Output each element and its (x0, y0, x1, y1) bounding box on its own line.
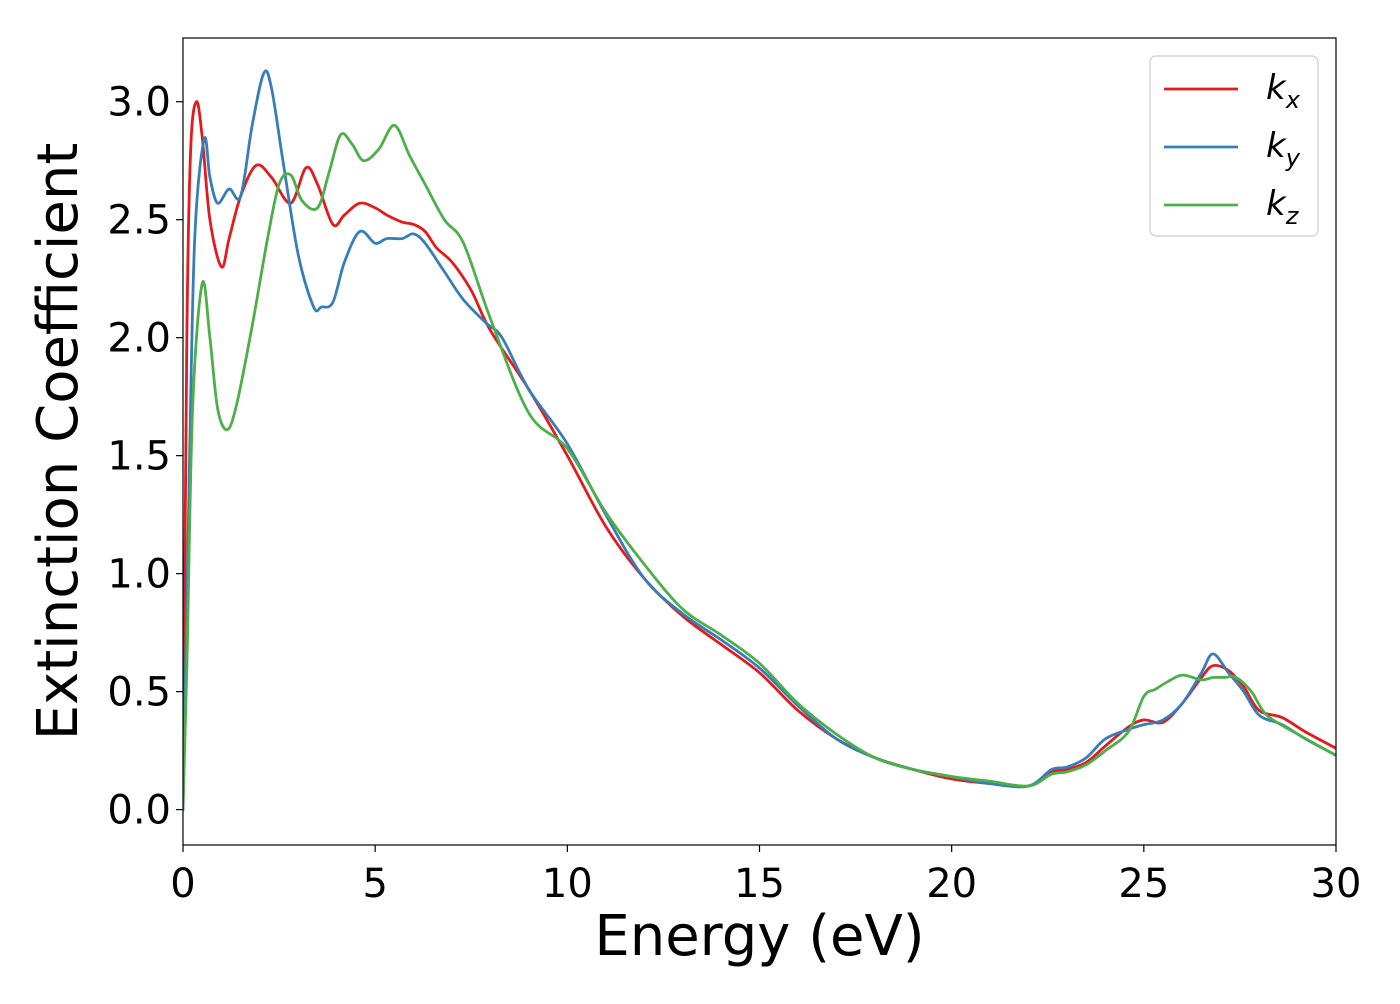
y-tick-label: 3.0 (107, 80, 171, 126)
y-tick-label: 0.5 (107, 670, 171, 716)
plot-area (183, 69, 1336, 812)
series-line-ky (183, 69, 1336, 812)
x-tick-label: 25 (1118, 861, 1169, 907)
series-line-kx (183, 100, 1336, 812)
y-tick-label: 1.5 (107, 434, 171, 480)
x-tick-label: 15 (734, 861, 785, 907)
x-tick-label: 20 (926, 861, 977, 907)
y-axis-label: Extinction Coefficient (26, 143, 91, 741)
x-tick-label: 5 (362, 861, 387, 907)
x-axis-label: Energy (eV) (594, 904, 924, 969)
legend-label-ky: ky (1266, 126, 1301, 172)
legend-label-kz: kz (1266, 184, 1300, 230)
y-tick-label: 2.0 (107, 316, 171, 362)
y-tick-label: 0.0 (107, 788, 171, 834)
y-tick-label: 2.5 (107, 198, 171, 244)
x-tick-label: 30 (1311, 861, 1362, 907)
legend: kx ky kz (1149, 55, 1319, 237)
ticks: 0 5 10 15 20 25 30 0.0 0.5 1.0 1.5 2.0 2.5 3.0 (107, 80, 1361, 907)
y-tick-label: 1.0 (107, 552, 171, 598)
series-line-kz (183, 123, 1336, 812)
legend-label-kx: kx (1266, 68, 1301, 114)
x-tick-label: 0 (170, 861, 195, 907)
x-tick-label: 10 (542, 861, 593, 907)
